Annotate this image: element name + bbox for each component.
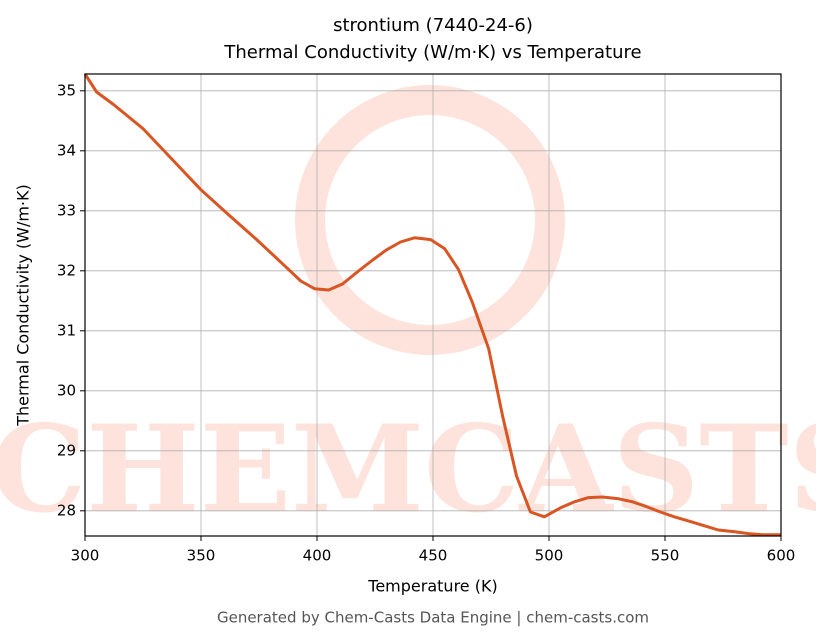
x-tick-label: 550 — [651, 547, 680, 565]
y-axis-label: Thermal Conductivity (W/m·K) — [14, 184, 33, 427]
watermark-logo — [295, 85, 565, 355]
grid: 28 29 30 31 32 33 34 35 300 350 400 450 500 550 600 — [57, 74, 795, 565]
chart-title: strontium (7440-24-6) — [333, 15, 533, 36]
line-series — [83, 73, 781, 537]
y-tick-label: 29 — [57, 441, 76, 459]
y-tick-label: 34 — [57, 141, 76, 159]
y-tick-label: 28 — [57, 501, 76, 519]
footer: Generated by Chem-Casts Data Engine | ch… — [217, 609, 649, 627]
plot-frame — [84, 73, 782, 537]
y-tick-label: 30 — [57, 381, 76, 399]
x-axis-label: Temperature (K) — [367, 577, 497, 596]
x-tick-label: 450 — [419, 547, 448, 565]
x-tick-label: 400 — [303, 547, 332, 565]
x-tick-label: 300 — [71, 547, 100, 565]
y-tick-label: 35 — [57, 81, 76, 99]
x-tick-label: 350 — [187, 547, 216, 565]
plot — [83, 73, 781, 537]
x-tick-label: 600 — [767, 547, 796, 565]
y-tick-label: 32 — [57, 261, 76, 279]
x-tick-label: 500 — [535, 547, 564, 565]
watermark: CHEMCASTS — [0, 399, 816, 540]
chart-subtitle: Thermal Conductivity (W/m·K) vs Temperat… — [223, 42, 641, 63]
y-tick-label: 31 — [57, 321, 76, 339]
y-tick-label: 33 — [57, 201, 76, 219]
